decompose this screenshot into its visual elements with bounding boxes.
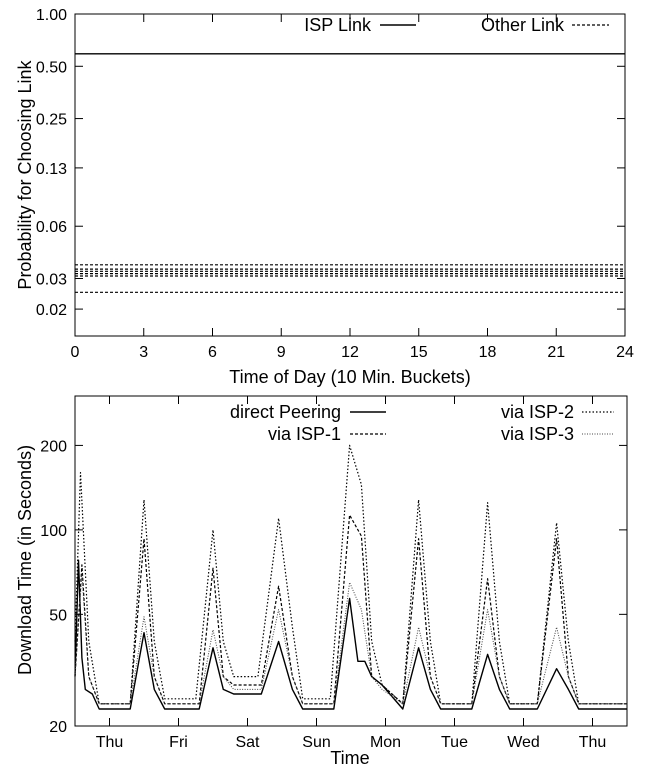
series-line-direct-peering xyxy=(74,559,627,710)
series-line-via-isp-1 xyxy=(74,514,627,705)
x-tick-label: Sun xyxy=(302,734,330,751)
y-tick-label: 0.02 xyxy=(36,302,67,319)
x-tick-label: Sat xyxy=(235,734,260,751)
x-tick-label: Thu xyxy=(96,734,124,751)
x-tick-label: Fri xyxy=(169,734,188,751)
legend-label-via-isp-3: via ISP-3 xyxy=(501,424,574,444)
top-chart: 1.00 0.50 0.25 0.13 0.06 0.03 0.02 0 3 6 9 12 15 18 2… xyxy=(15,7,634,387)
bottom-series-group xyxy=(74,444,627,710)
x-tick-label: 3 xyxy=(139,344,148,361)
y-tick-label: 50 xyxy=(49,607,67,624)
y-tick-label: 0.13 xyxy=(36,161,67,178)
x-tick-label: Mon xyxy=(370,734,401,751)
y-tick-label: 200 xyxy=(40,438,67,455)
series-line-via-isp-3 xyxy=(74,572,627,705)
series-line-via-isp-2 xyxy=(74,444,627,705)
top-series-group xyxy=(75,53,625,293)
legend-label-other-link: Other Link xyxy=(481,15,565,35)
y-tick-label: 1.00 xyxy=(36,7,67,24)
y-tick-label: 100 xyxy=(40,523,67,540)
top-plot-frame xyxy=(74,13,626,337)
x-tick-label: 9 xyxy=(277,344,286,361)
bottom-x-axis-label: Time xyxy=(330,748,369,768)
bottom-chart: 20 50 100 200 Thu Fri Sat Sun Mon Tue Wed Thu Time… xyxy=(15,395,628,768)
y-tick-label: 0.50 xyxy=(36,59,67,76)
top-legend: ISP Link Other Link xyxy=(304,15,609,35)
x-tick-label: 0 xyxy=(71,344,80,361)
x-tick-label: Tue xyxy=(441,734,468,751)
bottom-plot-frame xyxy=(74,395,628,727)
bottom-x-ticks: Thu Fri Sat Sun Mon Tue Wed Thu xyxy=(96,396,607,751)
bottom-y-axis-label: Download Time (in Seconds) xyxy=(15,445,35,675)
y-tick-label: 0.03 xyxy=(36,272,67,289)
x-tick-label: Thu xyxy=(579,734,607,751)
bottom-y-ticks: 20 50 100 200 xyxy=(40,438,627,736)
x-tick-label: 24 xyxy=(616,344,634,361)
x-tick-label: 18 xyxy=(479,344,497,361)
x-tick-label: 6 xyxy=(208,344,217,361)
top-x-ticks: 0 3 6 9 12 15 18 21 24 xyxy=(71,14,634,361)
top-y-axis-label: Probability for Choosing Link xyxy=(15,59,35,289)
x-tick-label: 15 xyxy=(410,344,428,361)
legend-label-via-isp-1: via ISP-1 xyxy=(268,424,341,444)
x-tick-label: 12 xyxy=(341,344,359,361)
legend-label-direct-peering: direct Peering xyxy=(230,402,341,422)
top-x-axis-label: Time of Day (10 Min. Buckets) xyxy=(229,367,470,387)
x-tick-label: Wed xyxy=(507,734,540,751)
top-y-ticks: 1.00 0.50 0.25 0.13 0.06 0.03 0.02 xyxy=(36,7,625,319)
y-tick-label: 0.25 xyxy=(36,112,67,129)
x-tick-label: 21 xyxy=(547,344,565,361)
y-tick-label: 20 xyxy=(49,719,67,736)
y-tick-label: 0.06 xyxy=(36,219,67,236)
legend-label-isp-link: ISP Link xyxy=(304,15,372,35)
bottom-legend: direct Peering via ISP-1 via ISP-2 via I… xyxy=(230,402,614,444)
legend-label-via-isp-2: via ISP-2 xyxy=(501,402,574,422)
